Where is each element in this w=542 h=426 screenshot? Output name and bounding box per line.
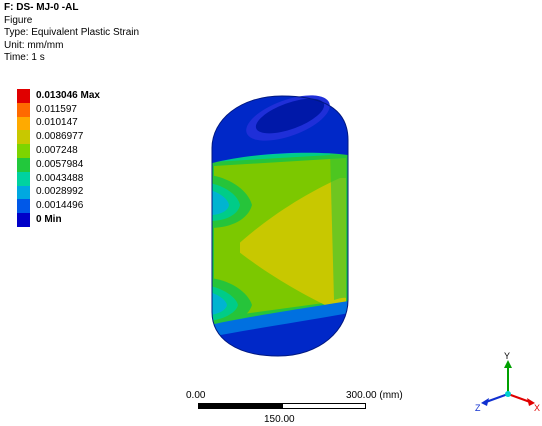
legend-row: 0.0057984	[17, 157, 100, 172]
legend-label: 0.0028992	[36, 186, 84, 198]
legend-swatch	[17, 130, 30, 145]
analysis-title: F: DS- MJ-0 -AL	[4, 2, 79, 13]
legend-swatch	[17, 144, 30, 158]
legend-row: 0.0086977	[17, 130, 100, 145]
z-axis-arrow	[485, 393, 509, 403]
legend-label: 0.011597	[36, 103, 77, 115]
inner-bore-shadow	[255, 98, 325, 134]
deformed-cylinder	[211, 95, 349, 357]
contour-notch	[212, 190, 229, 215]
result-type: Type: Equivalent Plastic Strain	[4, 27, 140, 38]
x-axis-arrowhead	[527, 398, 535, 406]
result-info: F: DS- MJ-0 -AL Figure Type: Equivalent …	[4, 2, 139, 65]
contour-band-1	[212, 300, 348, 338]
legend-label: 0.013046 Max	[36, 89, 100, 101]
coordinate-triad[interactable]: Y X Z	[472, 350, 542, 420]
x-axis-label: X	[534, 403, 540, 413]
legend-swatch	[17, 102, 30, 117]
legend-label: 0.0086977	[36, 131, 84, 143]
contour-band-5	[222, 234, 240, 262]
legend-swatch	[17, 199, 30, 214]
legend-row: 0.010147	[17, 116, 100, 131]
legend-label: 0 Min	[36, 214, 62, 226]
object-name: Figure	[4, 14, 33, 26]
legend-swatch	[17, 116, 30, 131]
result-unit: Unit: mm/mm	[4, 39, 64, 51]
legend-swatch	[17, 185, 30, 200]
result-time: Time: 1 s	[4, 52, 45, 63]
y-axis-label: Y	[504, 351, 510, 361]
legend-label: 0.0043488	[36, 172, 84, 184]
contour-legend[interactable]: 0.013046 Max 0.011597 0.010147 0.0086977…	[17, 89, 100, 227]
legend-row: 0.013046 Max	[17, 89, 100, 103]
legend-label: 0.0014496	[36, 200, 84, 212]
legend-row: 0.011597	[17, 102, 100, 117]
legend-swatch	[17, 213, 30, 227]
legend-swatch	[17, 171, 30, 186]
legend-row: 0.0014496	[17, 199, 100, 214]
legend-label: 0.0057984	[36, 158, 84, 170]
z-axis-label: Z	[475, 403, 481, 413]
y-axis-arrowhead	[504, 360, 512, 368]
contour-edge	[330, 150, 348, 300]
triad-origin	[505, 391, 511, 397]
legend-swatch	[17, 157, 30, 172]
legend-row: 0.007248	[17, 144, 100, 158]
x-axis-arrow	[507, 393, 531, 403]
model-outline	[211, 95, 349, 357]
contour-peak-region	[234, 178, 346, 312]
legend-row: 0.0043488	[17, 171, 100, 186]
legend-label: 0.007248	[36, 145, 78, 157]
legend-row: 0 Min	[17, 213, 100, 227]
legend-label: 0.010147	[36, 117, 78, 129]
contour-notch	[212, 292, 227, 315]
legend-swatch	[17, 89, 30, 103]
z-axis-arrowhead	[481, 398, 489, 406]
legend-row: 0.0028992	[17, 185, 100, 200]
